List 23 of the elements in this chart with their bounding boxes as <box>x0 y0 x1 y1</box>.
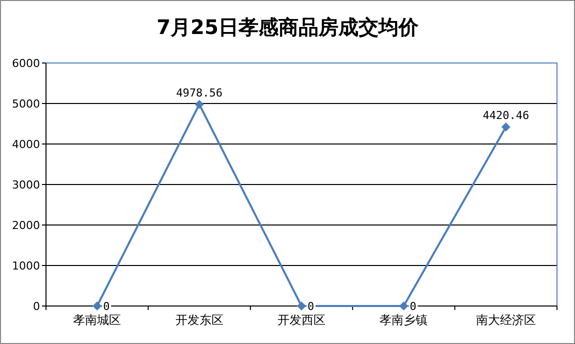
y-tick-label: 4000 <box>12 138 40 151</box>
data-label: 4420.46 <box>482 108 530 122</box>
x-tick-label: 开发东区 <box>175 313 224 327</box>
chart-title: 7月25日孝感商品房成交均价 <box>156 15 420 39</box>
point <box>399 302 408 310</box>
data-label: 0 <box>103 300 110 313</box>
x-tick-label: 南大经济区 <box>476 313 536 327</box>
y-tick-label: 1000 <box>12 260 40 272</box>
data-label: 0 <box>308 300 314 313</box>
y-tick-label: 6000 <box>12 57 40 70</box>
data-label: 0 <box>410 300 416 313</box>
y-tick-label: 0 <box>33 300 40 313</box>
point <box>92 302 102 310</box>
point <box>501 122 510 132</box>
y-tick-label: 2000 <box>12 219 40 232</box>
point <box>297 302 306 310</box>
y-tick-label: 5000 <box>12 98 40 110</box>
x-tick-label: 开发西区 <box>278 313 326 327</box>
y-tick-label: 3000 <box>12 178 40 192</box>
point <box>194 100 204 109</box>
data-label: 4978.56 <box>176 86 222 100</box>
x-tick-label: 孝南乡镇 <box>380 313 428 327</box>
x-tick-label: 孝南城区 <box>73 313 122 327</box>
